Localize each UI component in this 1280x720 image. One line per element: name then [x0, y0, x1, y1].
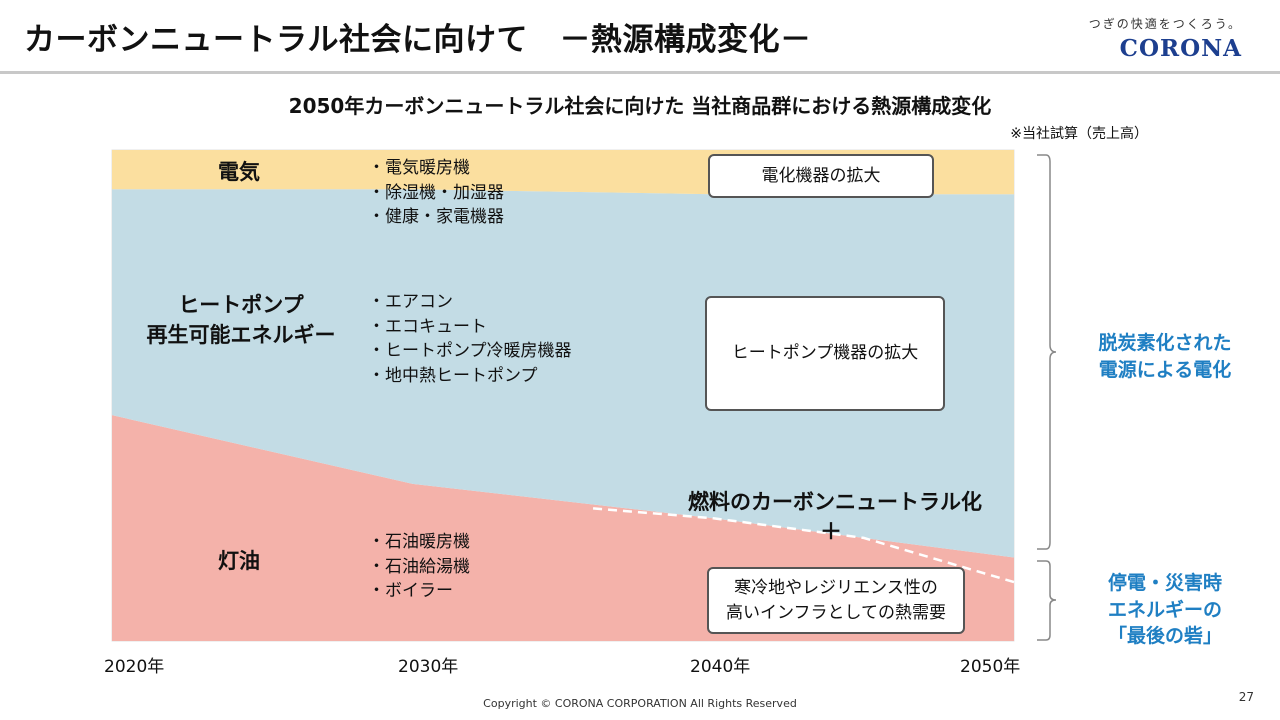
lower-brace: [1037, 560, 1057, 641]
list-item: 石油暖房機: [368, 530, 470, 555]
list-item: エアコン: [368, 290, 572, 315]
x-tick-label: 2030年: [398, 657, 459, 677]
series-label-heatpump: ヒートポンプ 再生可能エネルギー: [146, 293, 336, 348]
side-label-decarbonized: 脱炭素化された 電源による電化: [1098, 332, 1232, 381]
series-label-kerosene: 灯油: [218, 549, 260, 573]
chart-note: ※当社試算（売上高）: [1010, 126, 1148, 142]
page-number: 27: [1238, 690, 1254, 704]
list-item: 健康・家電機器: [368, 205, 504, 230]
x-tick-label: 2050年: [960, 657, 1021, 677]
side-label-last-bastion: 停電・災害時 エネルギーの 「最後の砦」: [1107, 572, 1222, 648]
list-item: 除湿機・加湿器: [368, 181, 504, 206]
list-item: 石油給湯機: [368, 555, 470, 580]
plus-sign: ＋: [820, 520, 843, 545]
logo-tagline: つぎの快適をつくろう。: [1088, 17, 1242, 31]
title-divider: [0, 71, 1280, 74]
resilience-box: 寒冷地やレジリエンス性の 高いインフラとしての熱需要: [707, 567, 965, 634]
list-item: ヒートポンプ冷暖房機器: [368, 339, 572, 364]
list-item: ボイラー: [368, 579, 470, 604]
fuel-neutral-text: 燃料のカーボンニュートラル化: [688, 490, 982, 514]
list-item: 電気暖房機: [368, 156, 504, 181]
heatpump-expansion-box: ヒートポンプ機器の拡大: [705, 296, 945, 411]
slide-title: カーボンニュートラル社会に向けて －熱源構成変化－: [24, 22, 812, 58]
list-item: 地中熱ヒートポンプ: [368, 364, 572, 389]
list-item: エコキュート: [368, 315, 572, 340]
electric-expansion-box: 電化機器の拡大: [708, 154, 934, 198]
x-tick-label: 2020年: [104, 657, 165, 677]
kerosene-items: 石油暖房機 石油給湯機 ボイラー: [368, 530, 470, 604]
chart-title: 2050年カーボンニュートラル社会に向けた 当社商品群における熱源構成変化: [288, 94, 992, 118]
dashed-trend-line: [592, 507, 1015, 584]
copyright: Copyright © CORONA CORPORATION All Right…: [483, 697, 797, 710]
upper-brace: [1037, 154, 1057, 550]
electric-items: 電気暖房機 除湿機・加湿器 健康・家電機器: [368, 156, 504, 230]
series-label-electric: 電気: [218, 160, 260, 184]
corona-logo: CORONA: [1119, 35, 1242, 62]
x-tick-label: 2040年: [690, 657, 751, 677]
heatpump-items: エアコン エコキュート ヒートポンプ冷暖房機器 地中熱ヒートポンプ: [368, 290, 572, 389]
